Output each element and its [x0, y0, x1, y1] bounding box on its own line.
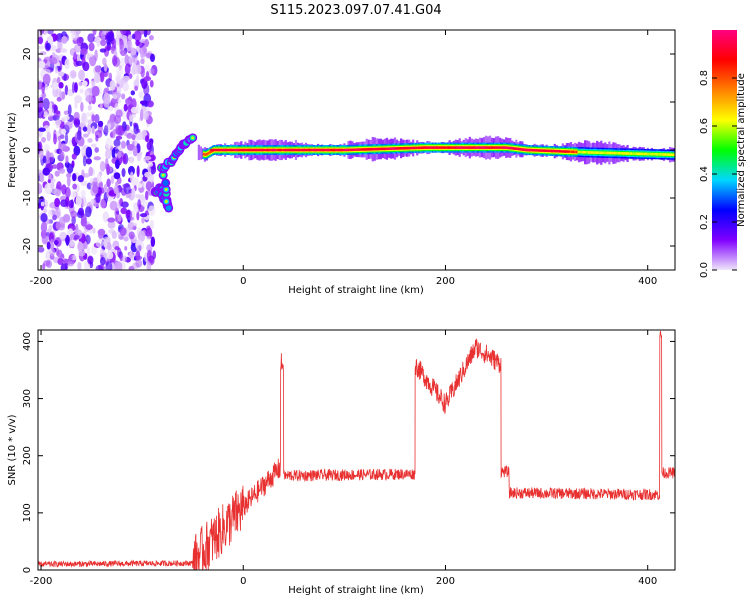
snr-x-tick-label: 400	[638, 576, 657, 587]
spectrogram-x-tick-label: 0	[240, 276, 246, 287]
colorbar-tick-label: 0.2	[699, 214, 710, 230]
snr-y-tick-label: 300	[22, 389, 33, 408]
snr-frame	[37, 329, 676, 571]
snr-y-tick-label: 400	[22, 332, 33, 351]
spectrogram-x-ticks: -200 0 200 400	[30, 30, 657, 287]
snr-y-tick-label: 0	[22, 567, 33, 573]
colorbar-ticks: 0.0 0.2 0.4 0.6 0.8	[699, 70, 737, 278]
colorbar-tick-label: 0.6	[699, 118, 710, 134]
snr-x-tick-label: 0	[240, 576, 246, 587]
snr-y-ticks: 0 100 200 300 400	[22, 332, 675, 573]
spectrogram-y-tick-label: 0	[22, 147, 33, 153]
snr-x-tick-label: -200	[30, 576, 53, 587]
snr-y-tick-label: 200	[22, 446, 33, 465]
spectrogram-x-tick-label: 200	[436, 276, 455, 287]
snr-x-tick-label: 200	[436, 576, 455, 587]
chart-title: S115.2023.097.07.41.G04	[270, 3, 441, 18]
spectrogram-x-tick-label: 400	[638, 276, 657, 287]
spectrogram-y-label: Frequency (Hz)	[7, 112, 18, 188]
snr-y-tick-label: 100	[22, 503, 33, 522]
spectrogram-x-tick-label: -200	[30, 276, 53, 287]
snr-panel: -200 0 200 400 0 100 200 300 400 Height of stra…	[7, 329, 676, 596]
snr-series-line	[38, 330, 675, 570]
spectrogram-ridge	[150, 133, 675, 213]
spectrogram-noise	[38, 30, 158, 270]
colorbar-tick-label: 0.0	[699, 262, 710, 278]
snr-y-label: SNR (10 * v/v)	[7, 414, 18, 485]
snr-x-ticks: -200 0 200 400	[30, 330, 657, 587]
colorbar-tick-label: 0.4	[699, 166, 710, 182]
colorbar-tick-label: 0.8	[699, 70, 710, 86]
colorbar: 0.0 0.2 0.4 0.6 0.8 Normalized spectral ampl…	[699, 30, 747, 278]
spectrogram-y-tick-label: 20	[22, 48, 33, 61]
spectrogram-y-ticks: -20 -10 0 10 20	[22, 48, 675, 254]
snr-x-label: Height of straight line (km)	[288, 585, 424, 596]
spectrogram-panel: -200 0 200 400 -20 -10 0 10 20 Height of straig…	[7, 29, 676, 296]
spectrogram-y-tick-label: -20	[22, 238, 33, 254]
spectrogram-y-tick-label: 10	[22, 96, 33, 109]
spectrogram-x-label: Height of straight line (km)	[288, 285, 424, 296]
colorbar-gradient	[712, 30, 737, 270]
spectrogram-y-tick-label: -10	[22, 190, 33, 206]
colorbar-label: Normalized spectral amplitude	[736, 73, 747, 227]
